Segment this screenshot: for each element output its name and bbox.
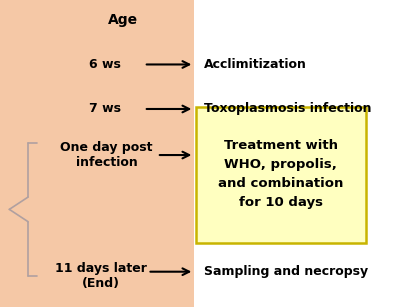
Text: Toxoplasmosis infection: Toxoplasmosis infection [204, 103, 371, 115]
FancyBboxPatch shape [0, 0, 194, 307]
FancyBboxPatch shape [196, 107, 366, 243]
Text: Acclimitization: Acclimitization [204, 58, 306, 71]
Text: 7 ws: 7 ws [88, 103, 120, 115]
Text: 11 days later
(End): 11 days later (End) [55, 262, 147, 290]
Text: Age: Age [108, 13, 138, 27]
Text: 6 ws: 6 ws [89, 58, 120, 71]
Text: Treatment with
WHO, propolis,
and combination
for 10 days: Treatment with WHO, propolis, and combin… [218, 139, 344, 209]
Text: Sampling and necropsy: Sampling and necropsy [204, 265, 368, 278]
Text: One day post
infection: One day post infection [60, 141, 153, 169]
